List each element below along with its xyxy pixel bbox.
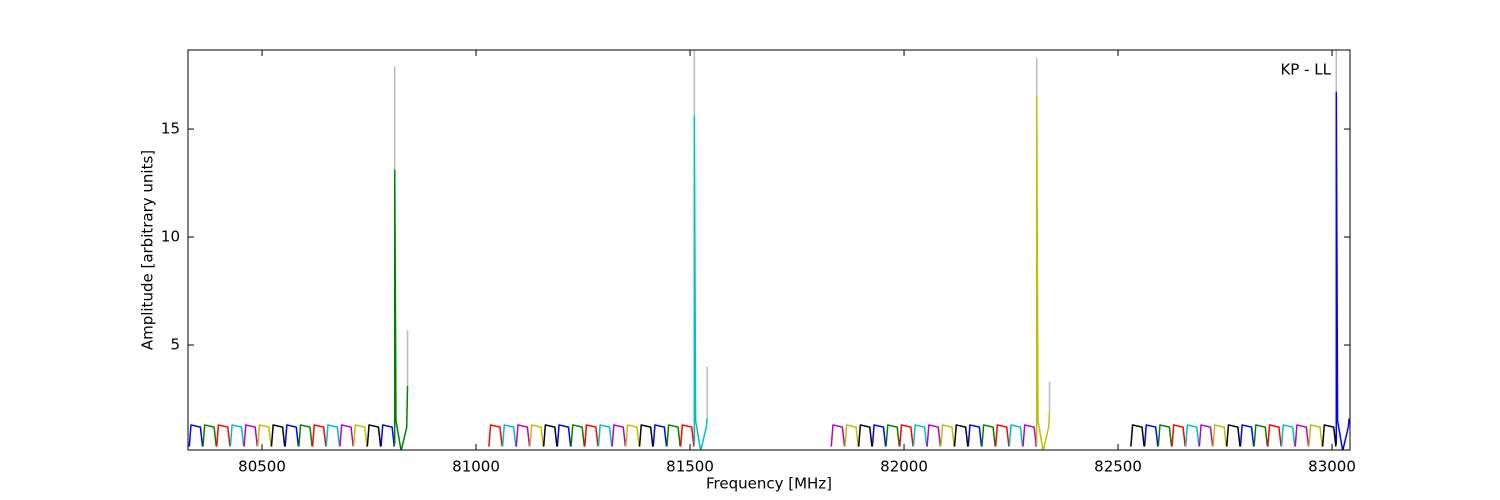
plot-lines (188, 50, 1350, 450)
spectrum-line (229, 115, 1296, 450)
x-tick-label: 82000 (880, 458, 928, 476)
x-tick-label: 81500 (666, 458, 714, 476)
y-tick-label: 10 (161, 228, 180, 246)
axes: 80500 81000 81500 82000 82500 83000 5 10 15 (161, 50, 1356, 476)
spectrum-line (215, 424, 1282, 447)
x-tick-label: 81000 (452, 458, 500, 476)
y-axis-label: Amplitude [arbitrary units] (139, 150, 157, 350)
spectrum-line (243, 424, 1310, 447)
x-tick-label: 82500 (1094, 458, 1142, 476)
x-tick-label: 83000 (1308, 458, 1356, 476)
spectrum-line (257, 95, 1323, 450)
x-axis-label: Frequency [MHz] (706, 475, 832, 493)
spectrum-line (393, 50, 1338, 419)
spectrum-line (202, 169, 1269, 450)
y-tick-label: 5 (170, 336, 180, 354)
spectrum-line (188, 91, 1350, 450)
annotation: KP - LL (1280, 61, 1331, 79)
x-tick-label: 80500 (238, 458, 286, 476)
y-tick-label: 15 (161, 120, 180, 138)
spectrum-line (270, 424, 1337, 447)
plot-frame (187, 49, 1351, 451)
